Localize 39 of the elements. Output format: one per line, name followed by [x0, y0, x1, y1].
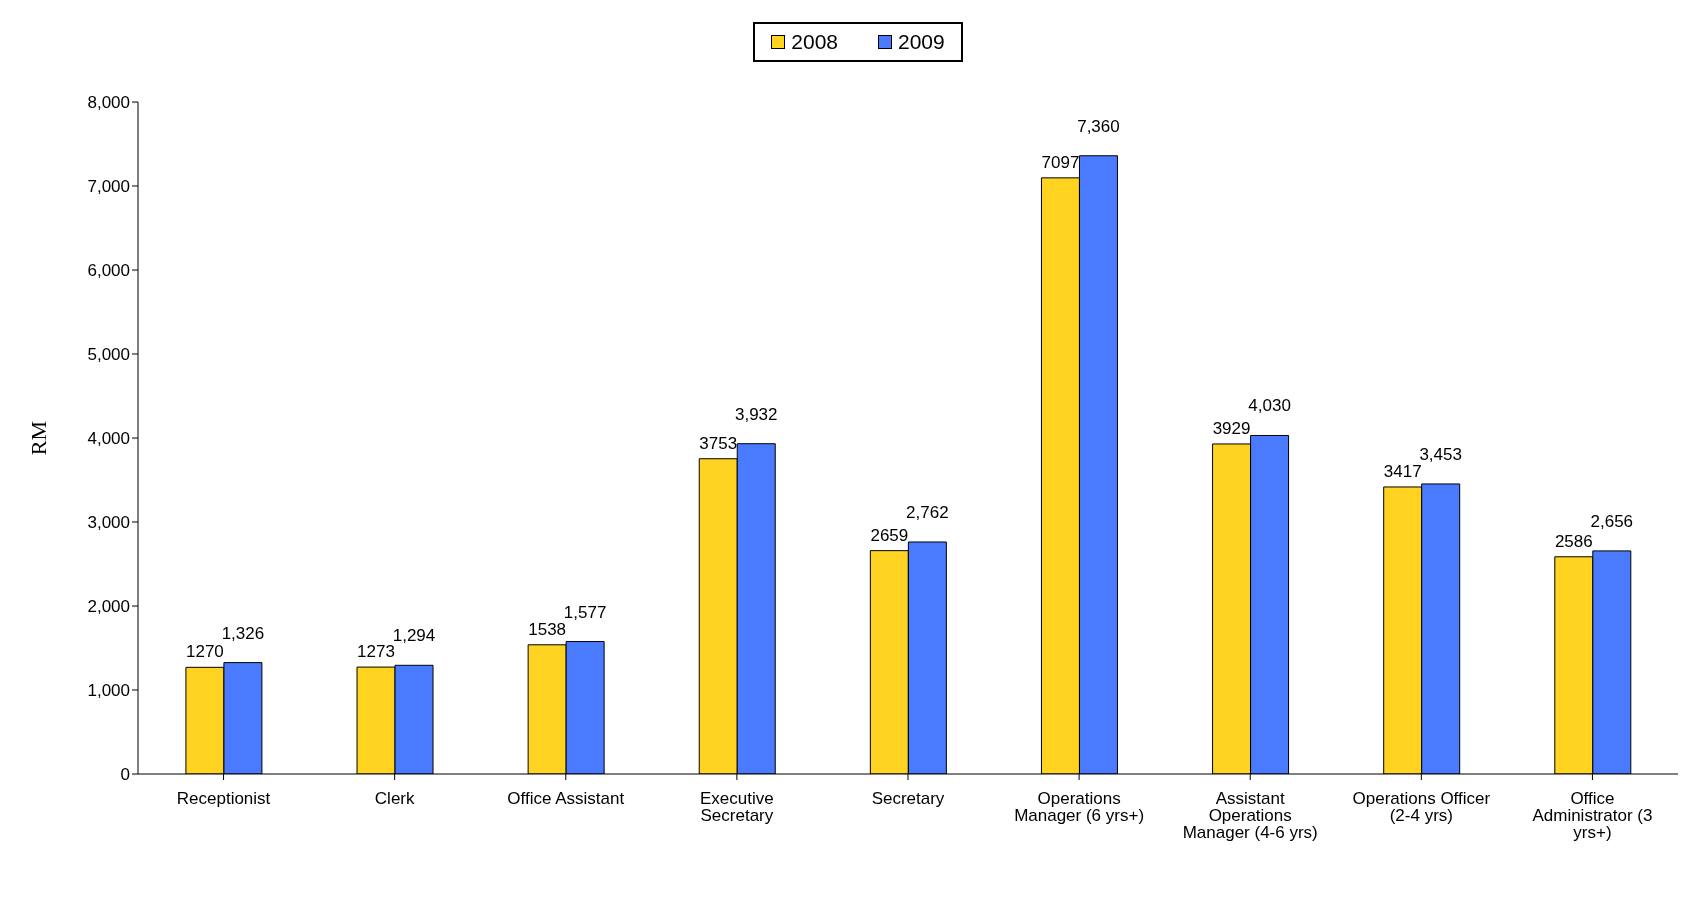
data-label: 3,453	[1419, 444, 1462, 464]
x-tick-label: Office Assistant	[507, 789, 625, 809]
y-tick-label: 0	[120, 765, 130, 785]
data-label: 2,762	[906, 502, 949, 522]
data-label: 7097	[1041, 152, 1080, 172]
y-tick-label: 2,000	[87, 597, 130, 617]
data-label: 1,326	[221, 623, 265, 643]
data-label: 3417	[1383, 461, 1422, 481]
y-tick-label: 7,000	[87, 177, 130, 197]
data-label: 3,932	[734, 404, 778, 424]
y-tick-label: 1,000	[87, 681, 130, 701]
y-tick-label: 6,000	[87, 261, 130, 281]
y-tick-label: 3,000	[87, 513, 130, 533]
x-tick-label: Clerk	[374, 789, 415, 809]
data-label: 2659	[870, 525, 909, 545]
legend-label: 2009	[897, 30, 945, 54]
y-axis-title: RM	[25, 420, 51, 456]
data-label: 1538	[528, 619, 567, 639]
data-label: 4,030	[1248, 396, 1291, 416]
x-tick-label: Operations Officer (2-4 yrs)	[1352, 789, 1491, 826]
data-label: 3929	[1212, 418, 1251, 438]
x-tick-label: Assistant Operations Manager (4-6 yrs)	[1182, 789, 1318, 843]
y-tick-label: 5,000	[87, 345, 130, 365]
data-label: 2,656	[1590, 511, 1634, 531]
data-label: 7,360	[1077, 116, 1120, 136]
x-tick-label: Office Administrator (3 yrs+)	[1532, 789, 1653, 843]
x-tick-label: Secretary	[871, 789, 945, 809]
x-tick-label: Receptionist	[176, 789, 271, 809]
data-label: 1273	[357, 642, 395, 662]
data-label: 1270	[186, 642, 224, 662]
y-tick-label: 4,000	[87, 429, 130, 449]
data-label: 1,294	[392, 626, 436, 646]
y-tick-label: 8,000	[87, 93, 130, 113]
x-tick-label: Operations Manager (6 yrs+)	[1014, 789, 1145, 826]
data-label: 2586	[1554, 531, 1593, 551]
data-label: 1,577	[563, 602, 607, 622]
data-label: 3753	[699, 433, 738, 453]
x-tick-label: Executive Secretary	[700, 789, 774, 826]
legend-label: 2008	[790, 30, 838, 54]
